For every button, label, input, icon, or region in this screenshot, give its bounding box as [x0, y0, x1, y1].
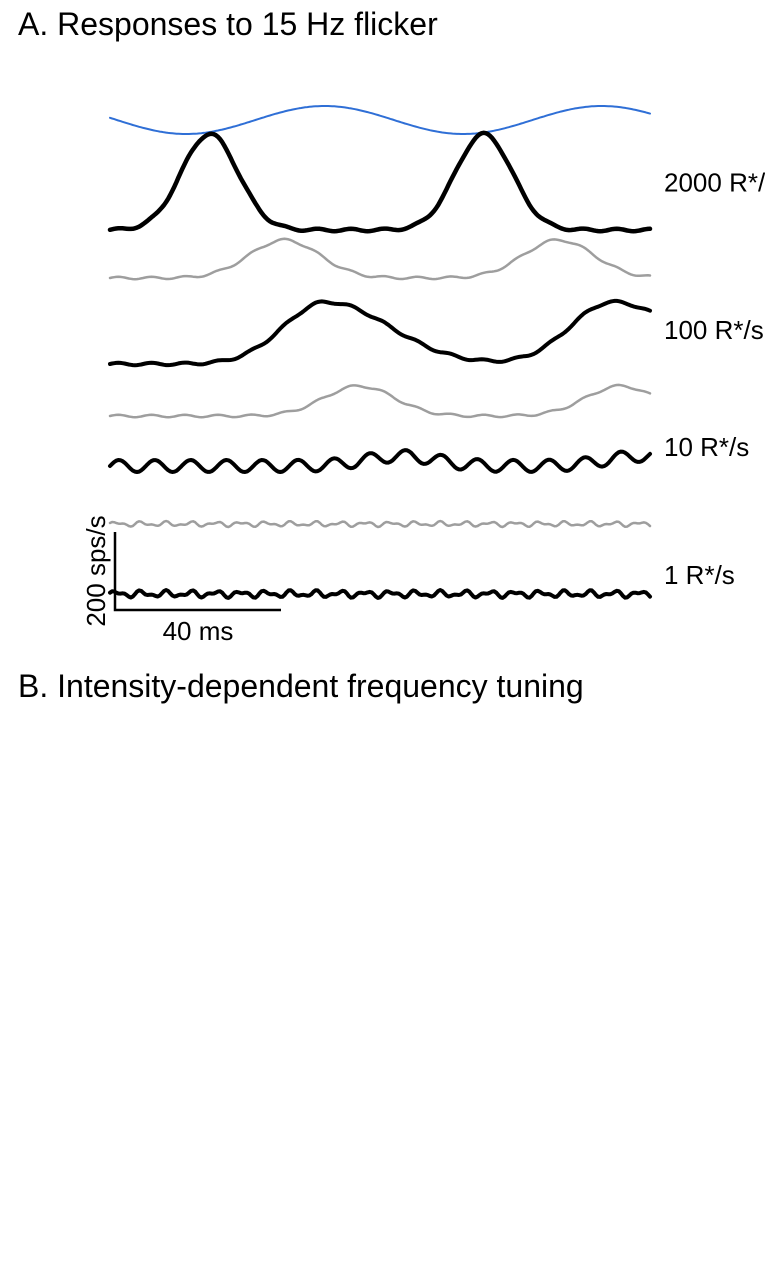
figure-page: A. Responses to 15 Hz flicker 2000 R*/s 1…	[0, 0, 765, 1261]
trace-black-10	[110, 450, 650, 472]
scalebar-y-label: 200 sps/s	[81, 515, 111, 626]
panel-a-title: A. Responses to 15 Hz flicker	[18, 6, 438, 43]
trace-label-black-10: 10 R*/s	[664, 432, 749, 462]
trace-black-1	[110, 590, 650, 598]
panel-b-title: B. Intensity-dependent frequency tuning	[18, 668, 584, 705]
trace-gray-c	[110, 521, 650, 527]
panel-b-chart: 051015200100200Stimulus frequency (Hz)Am…	[0, 702, 765, 1262]
trace-black-2000	[110, 133, 650, 231]
trace-label-black-100: 100 R*/s	[664, 315, 764, 345]
trace-gray-b	[110, 385, 650, 417]
scalebar-x-label: 40 ms	[163, 616, 234, 646]
trace-gray-a	[110, 239, 650, 279]
trace-label-black-2000: 2000 R*/s	[664, 168, 765, 198]
trace-label-black-1: 1 R*/s	[664, 560, 735, 590]
trace-black-100	[110, 301, 650, 365]
trace-stimulus	[110, 106, 650, 134]
panel-a-traces: 2000 R*/s 100 R*/s 10 R*/s 1 R*/s 200 sps/s 4…	[0, 40, 765, 660]
